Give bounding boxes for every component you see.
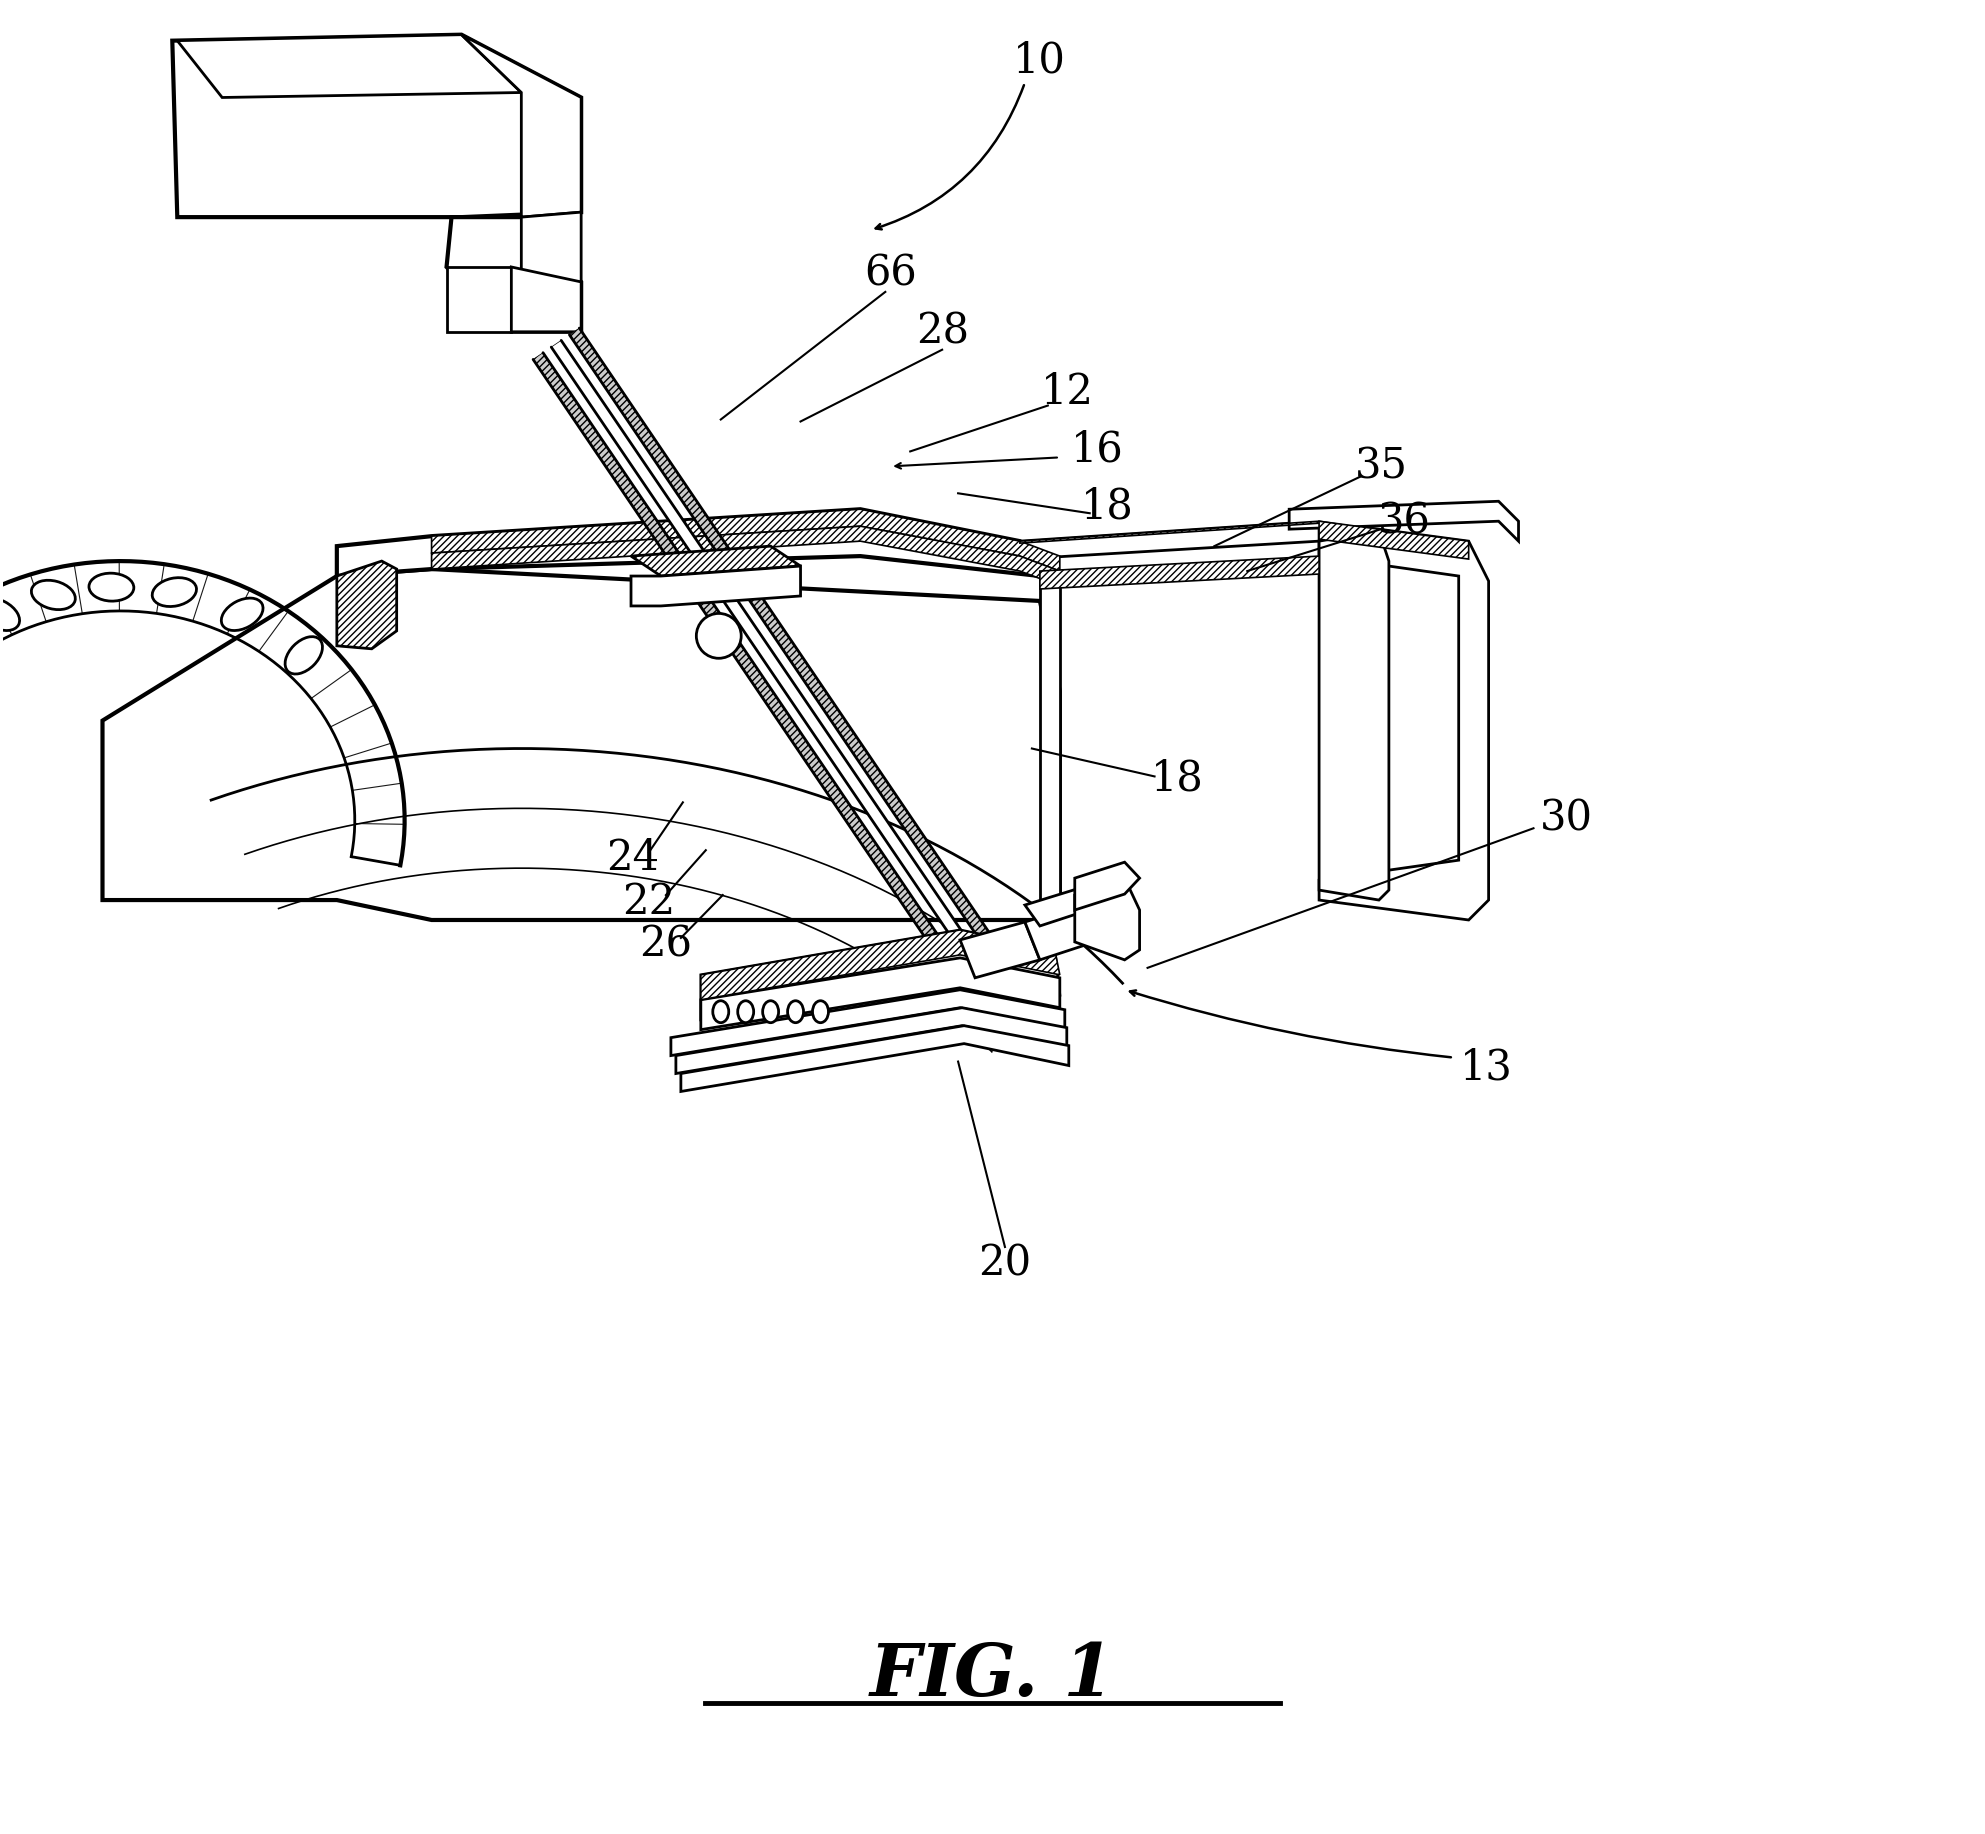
Polygon shape — [631, 567, 800, 605]
Text: 18: 18 — [1082, 486, 1133, 526]
Text: 35: 35 — [1354, 446, 1407, 488]
Text: 36: 36 — [1378, 501, 1431, 543]
Polygon shape — [103, 569, 1060, 921]
Text: 18: 18 — [1151, 757, 1203, 800]
Text: 30: 30 — [1540, 798, 1592, 840]
Polygon shape — [631, 547, 800, 576]
Ellipse shape — [220, 598, 264, 631]
Ellipse shape — [713, 1001, 728, 1023]
Polygon shape — [1320, 521, 1489, 921]
Polygon shape — [431, 510, 1060, 570]
Polygon shape — [1040, 556, 1320, 589]
Polygon shape — [1074, 878, 1139, 959]
Polygon shape — [701, 930, 1060, 1020]
Text: 12: 12 — [1042, 370, 1094, 413]
Text: 16: 16 — [1072, 429, 1124, 470]
Polygon shape — [1074, 862, 1139, 910]
Polygon shape — [1040, 570, 1060, 921]
Polygon shape — [671, 990, 1064, 1056]
Ellipse shape — [812, 1001, 828, 1023]
Polygon shape — [461, 35, 582, 216]
Text: FIG. 1: FIG. 1 — [869, 1640, 1116, 1711]
Polygon shape — [681, 1025, 1068, 1091]
Polygon shape — [961, 923, 1040, 978]
Text: 13: 13 — [1461, 1047, 1513, 1089]
Text: 66: 66 — [863, 253, 917, 295]
Polygon shape — [1024, 888, 1094, 926]
Polygon shape — [701, 957, 1060, 1029]
Polygon shape — [675, 1007, 1066, 1073]
Text: 24: 24 — [607, 836, 659, 878]
Ellipse shape — [286, 636, 322, 675]
Polygon shape — [570, 328, 1040, 1016]
Polygon shape — [177, 35, 522, 97]
Ellipse shape — [0, 598, 20, 631]
Ellipse shape — [153, 578, 197, 607]
Text: 28: 28 — [915, 310, 969, 352]
Polygon shape — [173, 35, 582, 216]
Ellipse shape — [738, 1001, 754, 1023]
Text: 22: 22 — [623, 880, 675, 923]
Polygon shape — [1320, 532, 1390, 900]
Text: 20: 20 — [979, 1243, 1032, 1286]
Ellipse shape — [762, 1001, 778, 1023]
Polygon shape — [447, 268, 512, 332]
Polygon shape — [701, 930, 1060, 1000]
Polygon shape — [431, 526, 1060, 587]
Ellipse shape — [32, 580, 75, 609]
Polygon shape — [1320, 521, 1469, 559]
Polygon shape — [1020, 521, 1469, 543]
Polygon shape — [337, 561, 397, 649]
Text: 26: 26 — [639, 924, 693, 967]
Polygon shape — [1020, 521, 1469, 561]
Polygon shape — [1024, 904, 1094, 959]
Text: 10: 10 — [1014, 40, 1066, 81]
Ellipse shape — [697, 613, 740, 658]
Ellipse shape — [89, 574, 133, 602]
Polygon shape — [1288, 501, 1519, 541]
Ellipse shape — [788, 1001, 804, 1023]
Polygon shape — [337, 510, 1040, 576]
Polygon shape — [534, 352, 1004, 1040]
Polygon shape — [447, 216, 582, 332]
Polygon shape — [552, 341, 1022, 1029]
Polygon shape — [512, 268, 582, 332]
Polygon shape — [522, 213, 582, 286]
